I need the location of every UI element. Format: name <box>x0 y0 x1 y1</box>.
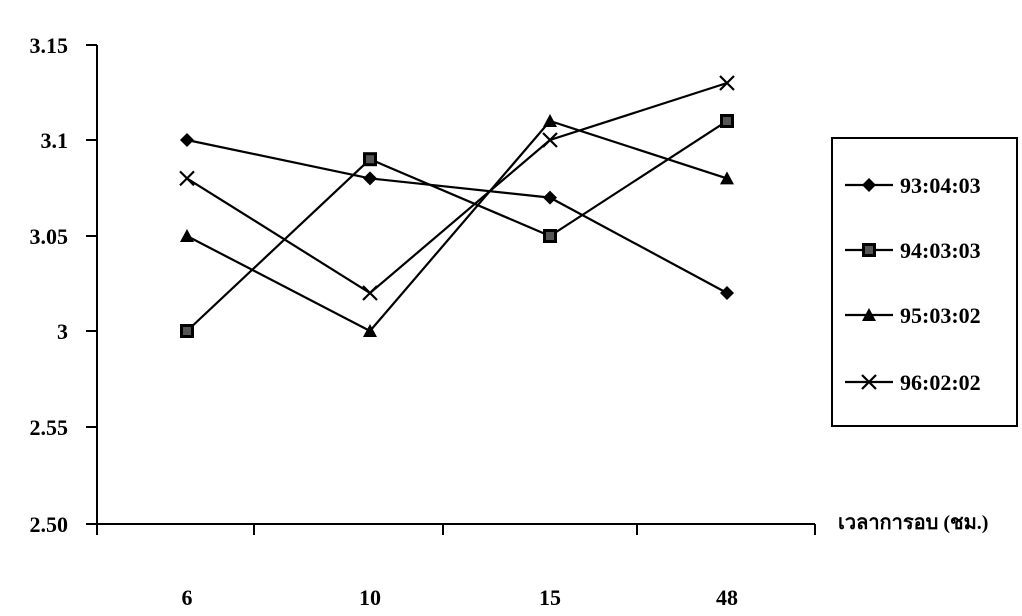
series-line <box>186 138 728 294</box>
series-lines <box>179 75 735 338</box>
y-tick-labels: 3.15 3.1 3.05 3 2.55 2.50 <box>30 33 69 537</box>
y-tick-label: 2.55 <box>30 415 69 440</box>
data-point <box>180 229 194 242</box>
series-93:04:03 <box>180 133 734 300</box>
legend-label: 96:02:02 <box>900 370 981 395</box>
x-axis-label: เวลาการอบ (ชม.) <box>838 512 988 534</box>
y-tick-label: 2.50 <box>30 512 69 537</box>
y-tick-label: 3.1 <box>41 128 69 153</box>
data-point <box>719 75 735 91</box>
data-point <box>720 286 734 300</box>
data-point <box>363 152 377 167</box>
x-tick-label: 48 <box>716 585 738 610</box>
data-point <box>180 324 194 338</box>
series-line <box>186 119 728 333</box>
legend-item: 96:02:02 <box>845 370 981 395</box>
legend: 93:04:03 94:03:03 95:03:02 96:02:02 <box>831 137 1018 427</box>
series-94:03:03 <box>180 114 734 338</box>
marker-inner <box>366 155 374 164</box>
legend-item: 93:04:03 <box>845 173 981 198</box>
data-point <box>543 229 557 243</box>
data-point <box>362 285 378 301</box>
data-point <box>180 133 194 147</box>
axes <box>86 44 816 535</box>
series-line <box>186 81 728 295</box>
data-point <box>543 114 557 127</box>
marker-inner <box>183 327 191 335</box>
data-point <box>363 324 377 337</box>
x-tick-labels: 6 10 15 48 <box>182 585 739 610</box>
data-point <box>542 132 558 148</box>
x-tick-label: 15 <box>539 585 561 610</box>
y-tick-label: 3.05 <box>30 224 69 249</box>
data-point <box>720 114 734 128</box>
legend-marker <box>862 308 876 321</box>
data-point <box>363 171 377 186</box>
data-point <box>720 171 734 185</box>
legend-label: 94:03:03 <box>900 238 981 263</box>
y-tick-label: 3.15 <box>30 33 69 58</box>
marker-inner <box>546 232 554 240</box>
series-95:03:02 <box>180 114 734 337</box>
marker-inner <box>865 246 873 254</box>
y-tick-label: 3 <box>57 319 68 344</box>
legend-marker <box>862 178 876 192</box>
x-tick-label: 10 <box>359 585 381 610</box>
legend-item: 94:03:03 <box>845 238 981 263</box>
data-point <box>179 170 195 187</box>
legend-label: 95:03:02 <box>900 303 981 328</box>
legend-marker <box>861 374 877 390</box>
x-tick-label: 6 <box>182 585 193 610</box>
series-line <box>186 120 728 332</box>
data-point <box>543 190 557 205</box>
marker-inner <box>723 117 731 125</box>
legend-item: 95:03:02 <box>845 303 981 328</box>
series-96:02:02 <box>179 75 735 301</box>
legend-marker <box>862 243 876 257</box>
legend-label: 93:04:03 <box>900 173 981 198</box>
